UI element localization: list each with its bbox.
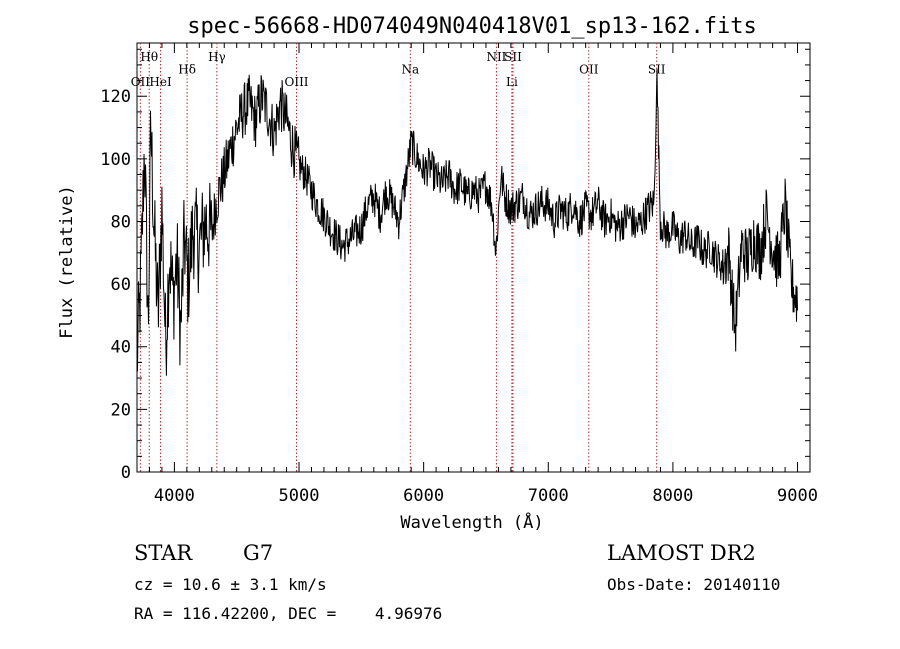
line-marker-label: HeI — [149, 75, 172, 89]
obs-date-text: Obs-Date: 20140110 — [607, 575, 780, 594]
y-axis: 0 20 40 60 80 100 120 — [100, 48, 810, 483]
y-tick-label: 0 — [121, 463, 131, 483]
x-axis-label: Wavelength (Å) — [400, 511, 543, 533]
y-tick-label: 60 — [111, 275, 131, 295]
y-axis-label: Flux (relative) — [57, 185, 77, 339]
y-tick-label: 40 — [111, 338, 131, 358]
plot-frame — [136, 42, 811, 473]
x-tick-label: 9000 — [777, 486, 818, 506]
line-marker-label: Hδ — [178, 63, 196, 77]
x-tick-label: 6000 — [403, 486, 444, 506]
y-tick-label: 100 — [100, 150, 131, 170]
y-tick-label: 20 — [111, 400, 131, 420]
survey-name: LAMOST DR2 — [607, 541, 756, 565]
y-tick-label: 120 — [100, 87, 131, 107]
line-marker-label: Hθ — [140, 50, 158, 64]
line-marker-label: OII — [579, 63, 599, 77]
x-axis: 4000 5000 6000 7000 8000 9000 — [136, 43, 818, 506]
line-marker-label: Hγ — [208, 50, 226, 64]
line-marker-label: Li — [506, 75, 518, 89]
emission-line-markers — [139, 43, 658, 472]
coordinates-text: RA = 116.42200, DEC = 4.96976 — [134, 604, 442, 623]
line-marker-label: SII — [504, 50, 522, 64]
x-tick-label: 4000 — [154, 486, 195, 506]
line-marker-label: NII — [486, 50, 506, 64]
spectrum-series-line — [136, 68, 798, 376]
x-tick-label: 7000 — [528, 486, 569, 506]
chart-title: spec-56668-HD074049N040418V01_sp13-162.f… — [187, 14, 757, 39]
x-tick-label: 5000 — [279, 486, 320, 506]
line-marker-label: OII — [131, 75, 151, 89]
redshift-text: cz = 10.6 ± 3.1 km/s — [134, 575, 327, 594]
x-tick-label: 8000 — [652, 486, 693, 506]
line-marker-label: Na — [401, 63, 419, 77]
line-marker-label: OIII — [284, 75, 308, 89]
y-tick-label: 80 — [111, 212, 131, 232]
object-class: STAR — [134, 541, 193, 565]
object-subclass: G7 — [243, 541, 273, 565]
